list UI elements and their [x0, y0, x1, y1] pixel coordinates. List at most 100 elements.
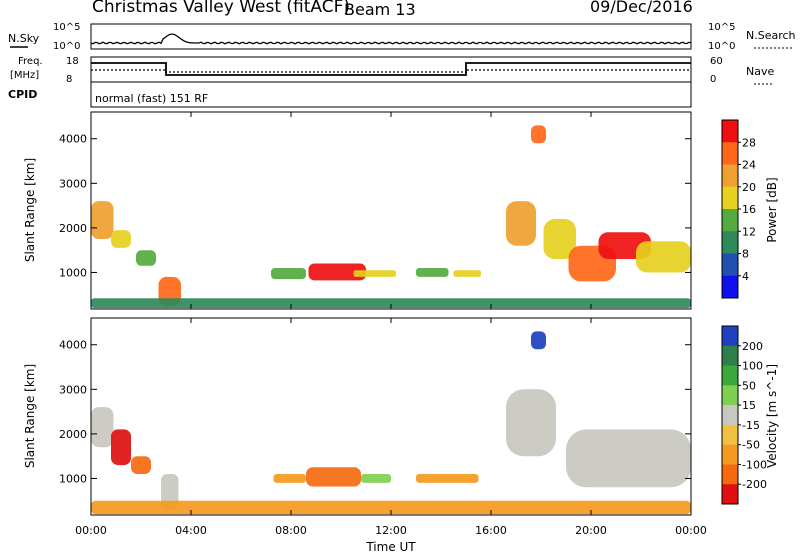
- noise-search-label: N.Search: [746, 29, 796, 42]
- power-colorbar-segment: [722, 120, 738, 143]
- noise-left-tick-top: 10^5: [53, 22, 80, 33]
- velocity-colorbar-tick-label: -15: [742, 419, 760, 432]
- velocity-echo-region: [506, 389, 556, 457]
- velocity-echo-region: [361, 474, 391, 483]
- velocity-colorbar-tick-label: 15: [742, 399, 756, 412]
- noise-panel: N.Sky 10^5 10^0 10^5 10^0 N.Search: [8, 22, 796, 52]
- power-colorbar-segment: [722, 186, 738, 210]
- cpid-mode-text: normal (fast) 151 RF: [95, 92, 208, 105]
- power-colorbar-segment: [722, 275, 738, 299]
- power-y-axis-label: Slant Range [km]: [23, 158, 37, 262]
- power-echo-region: [453, 270, 481, 277]
- velocity-colorbar-label: Velocity [m s^-1]: [765, 364, 779, 468]
- velocity-colorbar-segment: [722, 345, 738, 367]
- x-tick-label: 20:00: [575, 524, 607, 537]
- power-colorbar-tick-label: 24: [742, 159, 756, 172]
- cpid-label: CPID: [8, 88, 37, 101]
- power-colorbar-tick-label: 20: [742, 181, 756, 194]
- power-colorbar-segment: [722, 209, 738, 232]
- velocity-colorbar-tick-label: -50: [742, 439, 760, 452]
- velocity-colorbar-frame: [721, 325, 739, 505]
- power-echo-region: [416, 268, 449, 277]
- power-colorbar-tick-label: 12: [742, 225, 756, 238]
- x-tick-label: 08:00: [275, 524, 307, 537]
- power-colorbar-label: Power [dB]: [765, 177, 779, 242]
- freq-tick-top: 18: [66, 56, 79, 67]
- power-echo-region: [506, 201, 536, 246]
- power-echo-region: [91, 298, 691, 309]
- x-tick-label: 16:00: [475, 524, 507, 537]
- freq-label: Freq.: [18, 56, 43, 67]
- velocity-colorbar-segment: [722, 405, 738, 426]
- power-panel: 1000 2000 3000 4000 Slant Range [km] 4 8 12 16…: [23, 111, 779, 310]
- velocity-colorbar-segment: [722, 365, 738, 386]
- velocity-echo-region: [111, 429, 131, 466]
- velocity-colorbar-tick-label: -200: [742, 478, 767, 491]
- power-echo-region: [353, 270, 396, 277]
- noise-right-tick-top: 10^5: [708, 22, 735, 33]
- nave-label: Nave: [746, 65, 774, 78]
- velocity-echo-region: [566, 429, 691, 488]
- velocity-panel: 00:00 04:00 08:00 12:00 16:00 20:00 00:00 1000 2…: [23, 317, 779, 554]
- cpid-panel-frame: [90, 81, 692, 108]
- power-echo-region: [636, 241, 691, 273]
- x-tick-label: 00:00: [675, 524, 707, 537]
- x-tick-label: 12:00: [375, 524, 407, 537]
- nave-trace: [91, 69, 691, 73]
- freq-tick-bottom: 8: [66, 74, 72, 85]
- x-tick-label: 00:00: [75, 524, 107, 537]
- velocity-colorbar-segment: [722, 326, 738, 347]
- power-colorbar-segment: [722, 253, 738, 277]
- power-colorbar-tick-label: 4: [742, 270, 749, 283]
- velocity-colorbar-segment: [722, 444, 738, 465]
- power-echo-region: [91, 201, 114, 239]
- velocity-echo-region: [416, 474, 479, 483]
- noise-sky-label: N.Sky: [8, 32, 40, 45]
- nave-tick-top: 60: [710, 56, 723, 67]
- velocity-echo-region: [131, 456, 151, 474]
- power-colorbar-segment: [722, 231, 738, 254]
- power-colorbar-segment: [722, 164, 738, 188]
- velocity-y-axis-label: Slant Range [km]: [23, 364, 37, 468]
- noise-panel-frame: [90, 23, 692, 50]
- velocity-colorbar-segment: [722, 464, 738, 485]
- power-echo-region: [271, 268, 306, 280]
- power-colorbar-tick-label: 16: [742, 203, 756, 216]
- velocity-echo-region: [273, 474, 306, 483]
- velocity-echo-region: [91, 500, 691, 515]
- velocity-colorbar-tick-label: 200: [742, 340, 763, 353]
- velocity-colorbar-segment: [722, 385, 738, 406]
- velocity-echo-region: [306, 467, 361, 487]
- velocity-colorbar-tick-label: 50: [742, 379, 756, 392]
- x-axis-label: Time UT: [365, 540, 416, 554]
- power-y-tick-label: 2000: [59, 222, 87, 235]
- freq-unit-label: [MHz]: [10, 70, 39, 81]
- power-echo-region: [136, 250, 156, 266]
- power-y-tick-label: 3000: [59, 177, 87, 190]
- freq-panel: Freq. [MHz] 18 8 60 0 Nave: [10, 56, 774, 85]
- power-colorbar-tick-label: 8: [742, 248, 749, 261]
- freq-trace: [91, 62, 691, 76]
- radar-title: Christmas Valley West (fitACF): [92, 0, 351, 17]
- velocity-y-tick-label: 2000: [59, 428, 87, 441]
- cpid-panel: CPID normal (fast) 151 RF: [8, 81, 692, 108]
- beam-label: Beam 13: [344, 0, 416, 19]
- noise-right-tick-bottom: 10^0: [708, 41, 735, 52]
- power-echo-region: [111, 230, 131, 248]
- x-tick-label: 04:00: [175, 524, 207, 537]
- noise-left-tick-bottom: 10^0: [53, 41, 80, 52]
- power-y-tick-label: 1000: [59, 266, 87, 279]
- power-colorbar-segment: [722, 142, 738, 165]
- power-echo-region: [531, 125, 546, 144]
- power-y-tick-label: 4000: [59, 133, 87, 146]
- velocity-y-tick-label: 3000: [59, 383, 87, 396]
- velocity-echo-region: [531, 331, 546, 350]
- velocity-y-tick-label: 1000: [59, 472, 87, 485]
- power-echo-region: [308, 263, 366, 281]
- date-label: 09/Dec/2016: [590, 0, 693, 16]
- nave-tick-bottom: 0: [710, 74, 716, 85]
- velocity-colorbar-segment: [722, 484, 738, 505]
- velocity-colorbar-tick-label: -100: [742, 458, 767, 471]
- velocity-echo-region: [91, 407, 114, 448]
- noise-sky-trace: [90, 33, 692, 45]
